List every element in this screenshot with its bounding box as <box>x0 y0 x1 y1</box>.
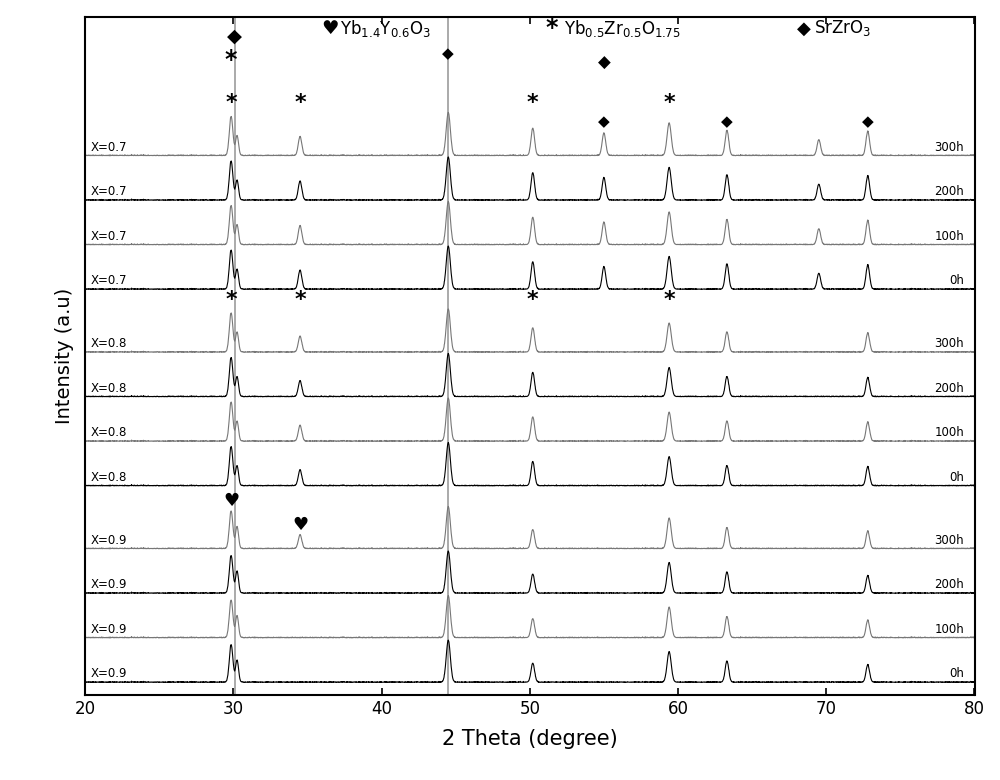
Text: *: * <box>294 290 306 310</box>
Text: X=0.9: X=0.9 <box>91 667 128 680</box>
Text: X=0.7: X=0.7 <box>91 275 128 287</box>
Text: 200h: 200h <box>934 578 964 591</box>
Text: ◆: ◆ <box>797 20 811 37</box>
Text: ◆: ◆ <box>598 54 610 72</box>
Text: *: * <box>225 93 237 112</box>
Text: 0h: 0h <box>949 470 964 484</box>
Text: SrZrO$_3$: SrZrO$_3$ <box>814 18 872 38</box>
Text: X=0.9: X=0.9 <box>91 578 128 591</box>
Text: ◆: ◆ <box>721 115 733 129</box>
Text: 300h: 300h <box>934 337 964 350</box>
Text: *: * <box>294 93 306 112</box>
Text: X=0.8: X=0.8 <box>91 381 127 395</box>
Text: ◆: ◆ <box>862 115 874 129</box>
Text: *: * <box>663 290 675 310</box>
Text: 300h: 300h <box>934 140 964 154</box>
Text: *: * <box>527 290 539 310</box>
Text: 100h: 100h <box>934 426 964 439</box>
Text: ♥: ♥ <box>223 492 239 510</box>
Text: X=0.7: X=0.7 <box>91 229 128 243</box>
Text: X=0.9: X=0.9 <box>91 534 128 547</box>
Text: *: * <box>546 16 558 41</box>
Text: ♥: ♥ <box>321 19 338 37</box>
Text: X=0.7: X=0.7 <box>91 140 128 154</box>
Text: 200h: 200h <box>934 381 964 395</box>
Text: X=0.7: X=0.7 <box>91 185 128 198</box>
Text: X=0.8: X=0.8 <box>91 337 127 350</box>
Text: 300h: 300h <box>934 534 964 547</box>
Text: ◆: ◆ <box>442 46 454 62</box>
Text: X=0.8: X=0.8 <box>91 470 127 484</box>
Text: X=0.9: X=0.9 <box>91 622 128 636</box>
Text: 0h: 0h <box>949 667 964 680</box>
Text: 200h: 200h <box>934 185 964 198</box>
Text: Yb$_{0.5}$Zr$_{0.5}$O$_{1.75}$: Yb$_{0.5}$Zr$_{0.5}$O$_{1.75}$ <box>564 18 680 39</box>
Text: 100h: 100h <box>934 229 964 243</box>
Text: *: * <box>225 48 237 72</box>
Y-axis label: Intensity (a.u): Intensity (a.u) <box>55 288 74 424</box>
X-axis label: 2 Theta (degree): 2 Theta (degree) <box>442 729 618 750</box>
Text: ♥: ♥ <box>292 516 308 534</box>
Text: 100h: 100h <box>934 622 964 636</box>
Text: *: * <box>527 93 539 112</box>
Text: *: * <box>663 93 675 112</box>
Text: X=0.8: X=0.8 <box>91 426 127 439</box>
Text: ◆: ◆ <box>598 115 610 129</box>
Text: Yb$_{1.4}$Y$_{0.6}$O$_3$: Yb$_{1.4}$Y$_{0.6}$O$_3$ <box>340 18 431 39</box>
Text: 0h: 0h <box>949 275 964 287</box>
Text: *: * <box>225 290 237 310</box>
Text: ◆: ◆ <box>227 27 242 45</box>
